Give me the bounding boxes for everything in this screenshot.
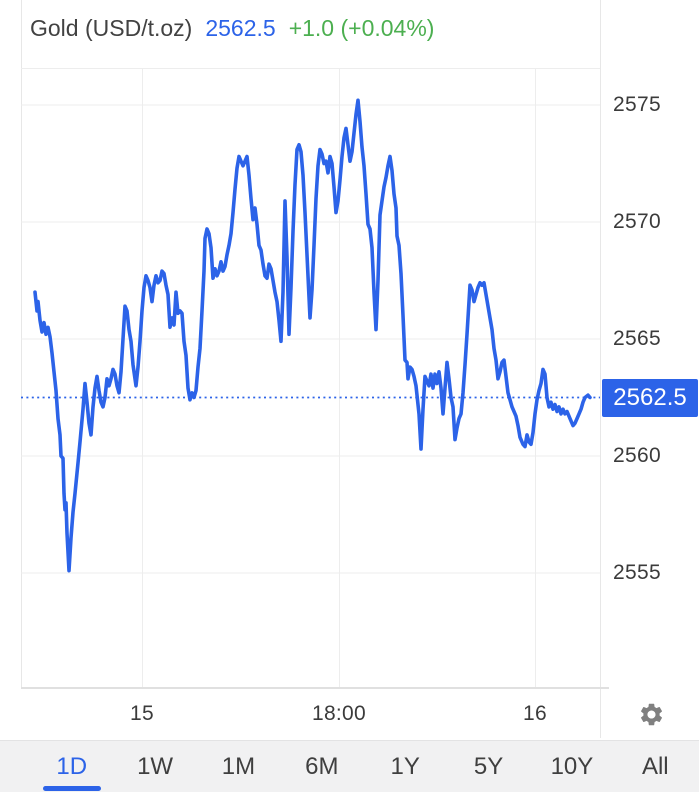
range-tab-all[interactable]: All (614, 741, 697, 792)
last-price: 2562.5 (205, 14, 276, 41)
range-tab-5y[interactable]: 5Y (447, 741, 530, 792)
range-tab-bar: 1D 1W 1M 6M 1Y 5Y 10Y All (0, 740, 699, 792)
y-axis-tick-label: 2555 (613, 561, 661, 584)
current-price-badge: 2562.5 (602, 378, 698, 417)
instrument-title: Gold (USD/t.oz) (30, 14, 193, 41)
range-tab-1m[interactable]: 1M (197, 741, 280, 792)
current-price-badge-value: 2562.5 (613, 383, 687, 411)
settings-button[interactable] (636, 699, 666, 729)
x-axis-tick-label: 18:00 (311, 702, 367, 725)
range-tab-1d[interactable]: 1D (30, 741, 113, 792)
range-tab-10y[interactable]: 10Y (530, 741, 613, 792)
gear-icon (640, 703, 662, 725)
gold-price-chart-widget: Gold (USD/t.oz) 2562.5 +1.0 (+0.04%) 257… (0, 0, 699, 740)
price-line-series (33, 98, 592, 573)
chart-legend: Gold (USD/t.oz) 2562.5 +1.0 (+0.04%) (30, 0, 434, 56)
y-axis-tick-label: 2575 (613, 93, 661, 116)
range-tab-1w[interactable]: 1W (113, 741, 196, 792)
range-tab-1y[interactable]: 1Y (364, 741, 447, 792)
x-axis-tick-label: 15 (130, 702, 154, 725)
price-change: +1.0 (+0.04%) (288, 14, 435, 41)
price-chart-svg[interactable] (0, 0, 699, 740)
range-tab-6m[interactable]: 6M (280, 741, 363, 792)
x-axis-tick-label: 16 (523, 702, 547, 725)
y-axis-tick-label: 2570 (613, 210, 661, 233)
y-axis-tick-label: 2560 (613, 444, 661, 467)
y-axis-tick-label: 2565 (613, 327, 661, 350)
